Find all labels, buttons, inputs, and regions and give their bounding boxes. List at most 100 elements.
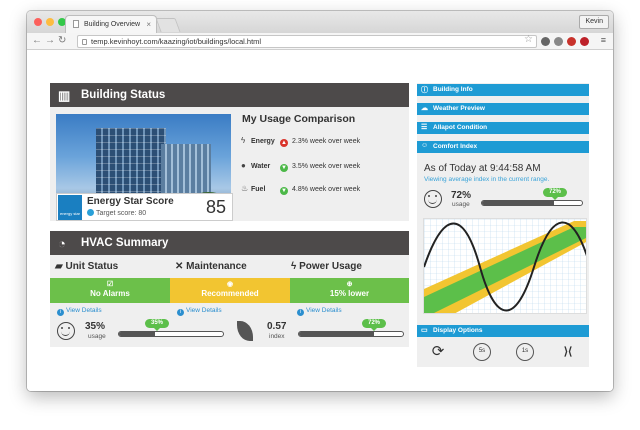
hvac-title: HVAC Summary <box>81 237 169 249</box>
index-progress-fill <box>299 332 374 336</box>
extension-icon[interactable] <box>541 37 550 46</box>
energy-star-card: energy star Energy Star Score Target sco… <box>56 193 233 221</box>
bookmark-star-icon[interactable]: ☆ <box>524 34 533 45</box>
display-options-bar[interactable]: ▭ Display Options <box>417 325 589 337</box>
url-text: temp.kevinhoyt.com/kaazing/iot/buildings… <box>91 37 262 46</box>
comfort-progress <box>481 200 583 206</box>
building-icon: ▥ <box>58 88 71 103</box>
usage-progress <box>118 331 224 337</box>
viewing-average-text: Viewing average index in the current ran… <box>424 176 550 183</box>
reload-icon[interactable]: ↻ <box>58 35 67 46</box>
maintenance-bar: ◉ Recommended <box>170 278 290 303</box>
interval-5s-button[interactable]: 5s <box>473 343 491 361</box>
power-usage-bar: ⊕ 15% lower <box>290 278 409 303</box>
usage-row-water: ● Water ▼ 3.5% week over week <box>241 161 361 172</box>
index-value: 0.57 <box>267 321 287 332</box>
smiley-icon <box>424 190 442 208</box>
page-content: ▥ Building Status energy star Energy Sta… <box>27 51 613 391</box>
check-circle-icon: ☺ <box>421 142 429 149</box>
close-tab-icon[interactable]: × <box>146 20 151 29</box>
comfort-band-inner <box>424 227 586 313</box>
interval-1s-button[interactable]: 1s <box>516 343 534 361</box>
info-circle-icon: ⓘ <box>421 87 428 94</box>
comfort-chart <box>423 218 587 314</box>
maximize-window-button[interactable] <box>58 18 66 26</box>
energy-star-title: Energy Star Score <box>87 196 174 207</box>
power-usage-title: ϟ Power Usage <box>291 261 362 272</box>
maintenance-title: ✕ Maintenance <box>175 261 247 272</box>
energy-star-score: 85 <box>205 197 226 217</box>
power-usage-view-details[interactable]: i View Details <box>297 307 342 316</box>
chat-icon: ▰ <box>55 261 66 272</box>
water-drop-icon: ● <box>241 161 246 170</box>
down-icon: ⊕ <box>346 281 353 288</box>
unit-status-view-details[interactable]: i View Details <box>57 307 102 316</box>
browser-window: Building Overview × Kevin ← → ↻ temp.kev… <box>27 11 613 391</box>
index-label: index <box>269 333 285 340</box>
target-score: Target score: 80 <box>87 209 146 217</box>
clock-icon: ◉ <box>226 281 234 288</box>
collapse-button[interactable]: ⟩⟨ <box>563 346 573 358</box>
comfort-progress-fill <box>482 201 554 205</box>
unit-status-bar: ☑ No Alarms <box>50 278 170 303</box>
new-tab-button[interactable] <box>155 18 181 32</box>
tools-icon: ✕ <box>175 261 187 272</box>
page-info-icon <box>82 39 87 45</box>
browser-toolbar: ← → ↻ temp.kevinhoyt.com/kaazing/iot/bui… <box>27 33 613 50</box>
forward-icon[interactable]: → <box>45 35 55 46</box>
refresh-button[interactable]: ⟳ <box>431 343 445 360</box>
extension-icon[interactable] <box>554 37 563 46</box>
usage-row-energy: ϟ Energy ▲ 2.3% week over week <box>241 136 361 147</box>
comfort-percent: 72% <box>451 190 472 201</box>
comfort-pill: 72% <box>543 188 567 200</box>
comfort-usage-label: usage <box>452 201 470 208</box>
usage-comparison-title: My Usage Comparison <box>242 113 356 125</box>
building-status-header: ▥ Building Status <box>50 83 409 107</box>
info-icon: i <box>297 309 304 316</box>
smiley-icon <box>57 322 75 340</box>
comfort-index-bar[interactable]: ☺ Comfort Index <box>417 141 589 153</box>
info-icon: i <box>177 309 184 316</box>
leaf-icon <box>237 321 253 341</box>
menu-icon[interactable]: ≡ <box>600 35 606 45</box>
extension-icon[interactable] <box>567 37 576 46</box>
energy-star-logo: energy star <box>58 195 82 220</box>
display-icon: ▭ <box>421 327 428 334</box>
building-info-bar[interactable]: ⓘ Building Info <box>417 84 589 96</box>
page-icon <box>73 20 79 28</box>
user-profile-button[interactable]: Kevin <box>579 15 609 29</box>
hvac-header: ◔ HVAC Summary <box>50 231 409 255</box>
arrow-up-icon: ▲ <box>280 139 288 147</box>
minimize-window-button[interactable] <box>46 18 54 26</box>
usage-row-fuel: ♨ Fuel ▼ 4.8% week over week <box>241 184 361 195</box>
weather-preview-bar[interactable]: ☁ Weather Preview <box>417 103 589 115</box>
usage-progress-fill <box>119 332 156 336</box>
browser-tab[interactable]: Building Overview × <box>65 15 157 33</box>
index-pill: 72% <box>362 319 386 331</box>
target-icon <box>87 209 94 216</box>
comfort-sine-line <box>424 221 586 312</box>
gauge-icon: ◔ <box>58 236 66 251</box>
arrow-down-icon: ▼ <box>280 187 288 195</box>
usage-percent: 35% <box>85 321 106 332</box>
info-icon: i <box>57 309 64 316</box>
usage-label: usage <box>88 333 106 340</box>
bolt-icon: ϟ <box>291 261 300 272</box>
bolt-icon: ϟ <box>241 136 246 145</box>
index-progress <box>298 331 404 337</box>
as-of-text: As of Today at 9:44:58 AM <box>424 163 541 174</box>
close-window-button[interactable] <box>34 18 42 26</box>
cloud-icon: ☁ <box>421 105 428 112</box>
pinterest-icon[interactable] <box>580 37 589 46</box>
tab-bar: Building Overview × Kevin <box>27 11 613 33</box>
check-icon: ☑ <box>106 281 114 288</box>
arrow-down-icon: ▼ <box>280 164 288 172</box>
comfort-chart-svg <box>424 219 586 313</box>
maintenance-view-details[interactable]: i View Details <box>177 307 222 316</box>
sliders-icon: ☰ <box>421 124 428 131</box>
address-bar[interactable]: temp.kevinhoyt.com/kaazing/iot/buildings… <box>77 35 537 48</box>
back-icon[interactable]: ← <box>32 35 42 46</box>
allapot-condition-bar[interactable]: ☰ Allapot Condition <box>417 122 589 134</box>
unit-status-title: ▰ Unit Status <box>55 261 119 272</box>
tab-title: Building Overview <box>84 21 141 28</box>
